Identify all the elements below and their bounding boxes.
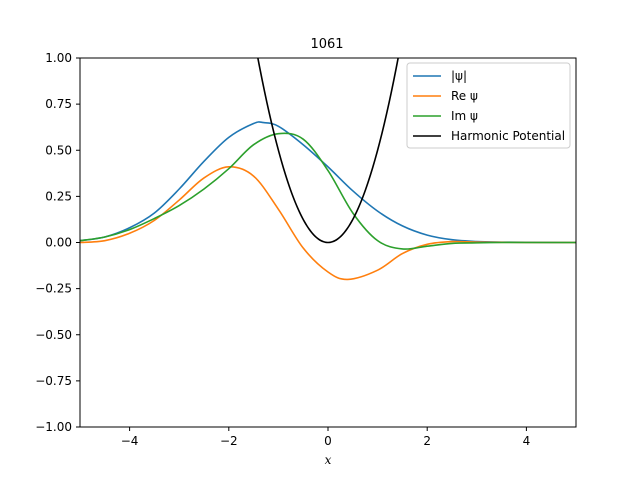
x-tick-label: −4: [121, 434, 139, 448]
legend: |ψ| Re ψ Im ψ Harmonic Potential: [406, 62, 571, 149]
x-tick-label: 2: [423, 434, 431, 448]
x-tick-label: 0: [324, 434, 332, 448]
y-tick-label: 1.00: [45, 51, 72, 65]
series-line-3: [80, 132, 576, 250]
y-tick-label: 0.25: [45, 189, 72, 203]
legend-label-1: |ψ|: [451, 69, 467, 83]
y-axis: −1.00 −0.75 −0.50 −0.25 0.00 0.25 0.50 0.75 1.00: [35, 51, 80, 434]
x-axis: −4 −2 0 2 4: [121, 427, 530, 448]
legend-box: [406, 62, 571, 149]
x-axis-label: x: [325, 453, 332, 467]
y-tick-label: −0.25: [35, 282, 72, 296]
series-line-4: [257, 58, 399, 244]
series-layer: [80, 58, 576, 281]
series-line-2: [80, 166, 576, 281]
x-tick-label: −2: [220, 434, 238, 448]
y-tick-label: 0.75: [45, 97, 72, 111]
y-tick-label: 0.00: [45, 236, 72, 250]
y-tick-label: −0.50: [35, 328, 72, 342]
x-tick-label: 4: [523, 434, 531, 448]
legend-label-4: Harmonic Potential: [451, 129, 565, 143]
legend-label-2: Re ψ: [451, 89, 478, 103]
y-tick-label: −1.00: [35, 420, 72, 434]
y-tick-label: 0.50: [45, 143, 72, 157]
chart-title: 1061: [310, 37, 343, 52]
y-tick-label: −0.75: [35, 374, 72, 388]
legend-label-3: Im ψ: [451, 109, 478, 123]
